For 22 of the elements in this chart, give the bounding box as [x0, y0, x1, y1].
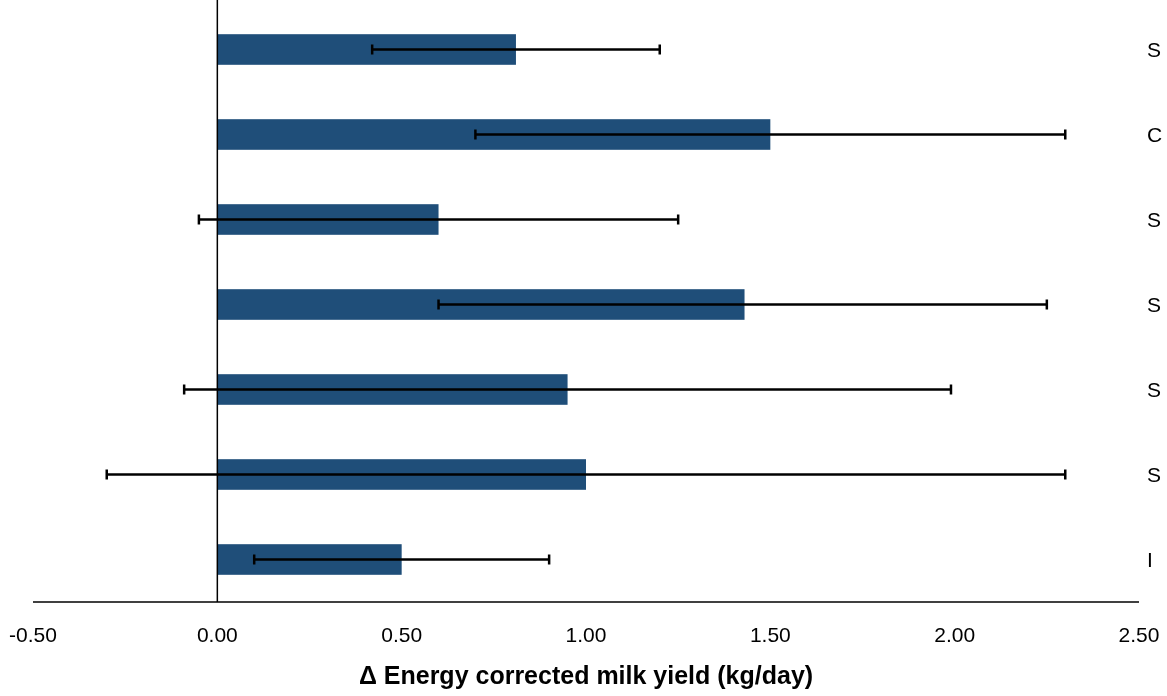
y-tick-label: S [1147, 208, 1162, 231]
bar [217, 544, 402, 575]
bar [217, 119, 771, 150]
x-tick-label: 0.50 [381, 623, 423, 646]
bar [217, 459, 586, 490]
x-tick-label: -0.50 [9, 623, 57, 646]
x-tick-label: 2.50 [1118, 623, 1160, 646]
x-tick-label: 1.50 [749, 623, 791, 646]
bar [217, 34, 516, 65]
y-tick-label: S [1147, 293, 1162, 316]
y-tick-label: S [1147, 38, 1162, 61]
bar [217, 204, 439, 235]
x-axis-title: Δ Energy corrected milk yield (kg/day) [358, 661, 814, 689]
y-tick-label: C [1147, 123, 1163, 146]
y-tick-label: I [1147, 548, 1153, 571]
x-tick-label: 1.00 [565, 623, 607, 646]
y-tick-label: S [1147, 378, 1162, 401]
x-tick-label: 0.00 [196, 623, 238, 646]
x-tick-label: 2.00 [934, 623, 976, 646]
bar [217, 374, 568, 405]
y-tick-label: S [1147, 463, 1162, 486]
bar [217, 289, 745, 320]
